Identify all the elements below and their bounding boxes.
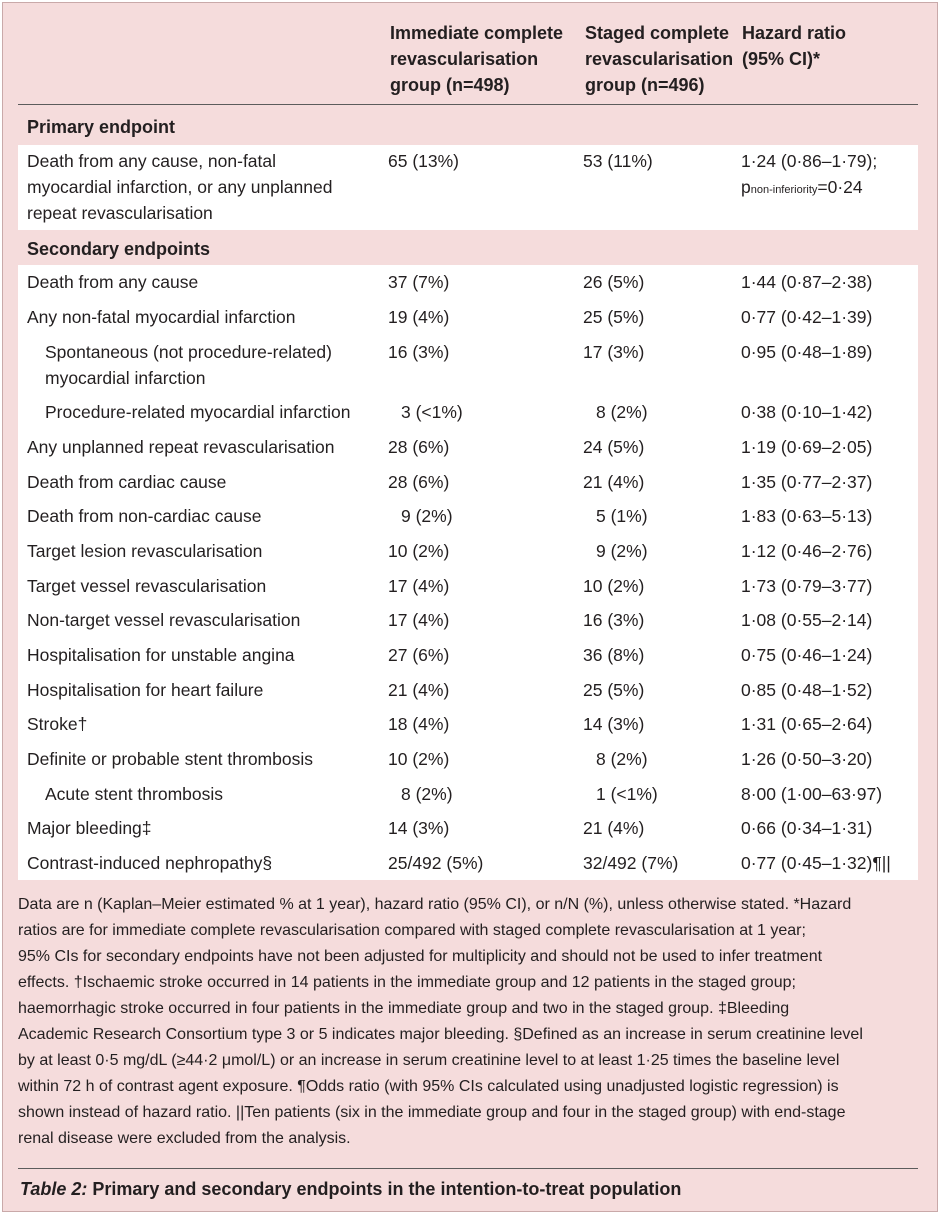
cell-staged: 14 (3%)	[583, 714, 645, 734]
cell-staged: 25 (5%)	[583, 680, 645, 700]
row-label: Hospitalisation for unstable angina	[27, 645, 295, 665]
row-label: Target vessel revascularisation	[27, 576, 267, 596]
cell-staged: 10 (2%)	[583, 576, 645, 596]
primary-row-band	[18, 145, 918, 230]
row-label: Procedure-related myocardial infarction	[45, 402, 351, 422]
row-label: Death from any cause, non-fatal myocardi…	[27, 151, 333, 223]
cell-hazard-ratio: 1·19 (0·69–2·05)	[741, 437, 873, 457]
cell-staged: 26 (5%)	[583, 272, 645, 292]
cell-staged: 8 (2%)	[596, 402, 648, 422]
cell-hazard-ratio: 0·75 (0·46–1·24)	[741, 645, 873, 665]
cell-staged: 25 (5%)	[583, 307, 645, 327]
cell-immediate: 18 (4%)	[388, 714, 450, 734]
cell-immediate: 17 (4%)	[388, 576, 450, 596]
row-label: Death from non-cardiac cause	[27, 506, 262, 526]
cell-staged: 36 (8%)	[583, 645, 645, 665]
table-footnotes: Data are n (Kaplan–Meier estimated % at …	[18, 892, 920, 1152]
row-label: Any non-fatal myocardial infarction	[27, 307, 296, 327]
footnote-line: by at least 0·5 mg/dL (≥44·2 μmol/L) or …	[18, 1052, 840, 1069]
cell-hazard-ratio: 8·00 (1·00–63·97)	[741, 784, 883, 804]
row-label: Non-target vessel revascularisation	[27, 610, 301, 630]
cell-immediate: 65 (13%)	[388, 151, 460, 171]
p-subscript: non-inferiority	[750, 184, 818, 196]
cell-immediate: 14 (3%)	[388, 818, 450, 838]
cell-hazard-ratio: 1·83 (0·63–5·13)	[741, 506, 873, 526]
cell-hazard-ratio: 1·73 (0·79–3·77)	[741, 576, 873, 596]
cell-staged: 8 (2%)	[596, 749, 648, 769]
cell-immediate: 21 (4%)	[388, 680, 450, 700]
caption-text: Primary and secondary endpoints in the i…	[87, 1179, 682, 1199]
table-header: Immediate complete revascularisation gro…	[18, 14, 918, 105]
row-label: Death from cardiac cause	[27, 472, 227, 492]
row-label: Hospitalisation for heart failure	[27, 680, 264, 700]
header-staged-group: Staged complete revascularisation group …	[585, 23, 734, 95]
row-label: Death from any cause	[27, 272, 199, 292]
footnote-line: 95% CIs for secondary endpoints have not…	[18, 948, 823, 965]
cell-hazard-ratio: 1·08 (0·55–2·14)	[741, 610, 873, 630]
cell-hazard-ratio: 0·85 (0·48–1·52)	[741, 680, 873, 700]
footnote-line: shown instead of hazard ratio. ||Ten pat…	[18, 1104, 846, 1121]
cell-immediate: 9 (2%)	[401, 506, 453, 526]
cell-staged: 53 (11%)	[583, 151, 653, 171]
cell-staged: 21 (4%)	[583, 818, 645, 838]
cell-staged: 9 (2%)	[596, 541, 648, 561]
cell-staged: 5 (1%)	[596, 506, 648, 526]
cell-immediate: 17 (4%)	[388, 610, 450, 630]
header-immediate-group: Immediate complete revascularisation gro…	[390, 23, 564, 95]
row-label: Stroke†	[27, 714, 88, 734]
cell-immediate: 19 (4%)	[388, 307, 450, 327]
cell-hazard-ratio: 1·26 (0·50–3·20)	[741, 749, 873, 769]
cell-immediate: 10 (2%)	[388, 541, 450, 561]
row-label: Any unplanned repeat revascularisation	[27, 437, 335, 457]
cell-immediate: 8 (2%)	[401, 784, 453, 804]
header-hazard-ratio: Hazard ratio (95% CI)*	[742, 23, 847, 69]
cell-staged: 24 (5%)	[583, 437, 645, 457]
secondary-rows-band	[18, 265, 918, 880]
cell-hazard-ratio: 0·66 (0·34–1·31)	[741, 818, 873, 838]
row-label: Spontaneous (not procedure-related) myoc…	[45, 342, 332, 388]
cell-immediate: 28 (6%)	[388, 472, 450, 492]
cell-immediate: 16 (3%)	[388, 342, 450, 362]
footnote-line: ratios are for immediate complete revasc…	[18, 922, 806, 939]
row-label: Major bleeding‡	[27, 818, 152, 838]
row-label: Contrast-induced nephropathy§	[27, 853, 273, 873]
cell-hazard-ratio: 1·24 (0·86–1·79); pnon-inferiority=0·24	[741, 151, 878, 197]
footnote-line: within 72 h of contrast agent exposure. …	[18, 1078, 839, 1095]
table-caption: Table 2: Primary and secondary endpoints…	[20, 1176, 681, 1202]
cell-staged: 32/492 (7%)	[583, 853, 679, 873]
cell-hazard-ratio: 1·35 (0·77–2·37)	[741, 472, 873, 492]
row-label: Definite or probable stent thrombosis	[27, 749, 313, 769]
cell-hazard-ratio: 0·77 (0·45–1·32)¶||	[741, 853, 891, 873]
row-label: Acute stent thrombosis	[45, 784, 223, 804]
footnote-line: renal disease were excluded from the ana…	[18, 1130, 351, 1147]
cell-hazard-ratio: 1·31 (0·65–2·64)	[741, 714, 873, 734]
cell-immediate: 10 (2%)	[388, 749, 450, 769]
footnote-line: Data are n (Kaplan–Meier estimated % at …	[18, 896, 852, 913]
footnote-line: Academic Research Consortium type 3 or 5…	[18, 1026, 863, 1043]
cell-staged: 1 (<1%)	[596, 784, 658, 804]
cell-hazard-ratio: 0·38 (0·10–1·42)	[741, 402, 873, 422]
cell-immediate: 25/492 (5%)	[388, 853, 484, 873]
cell-hazard-ratio: 1·12 (0·46–2·76)	[741, 541, 873, 561]
cell-immediate: 37 (7%)	[388, 272, 450, 292]
cell-immediate: 27 (6%)	[388, 645, 450, 665]
caption-divider	[18, 1168, 918, 1169]
cell-staged: 16 (3%)	[583, 610, 645, 630]
footnote-line: haemorrhagic stroke occurred in four pat…	[18, 1000, 790, 1017]
cell-immediate: 28 (6%)	[388, 437, 450, 457]
cell-staged: 17 (3%)	[583, 342, 645, 362]
row-label: Target lesion revascularisation	[27, 541, 263, 561]
cell-hazard-ratio: 1·44 (0·87–2·38)	[741, 272, 873, 292]
cell-immediate: 3 (<1%)	[401, 402, 463, 422]
cell-hazard-ratio: 0·95 (0·48–1·89)	[741, 342, 873, 362]
caption-label: Table 2:	[20, 1179, 88, 1199]
footnote-line: effects. †Ischaemic stroke occurred in 1…	[18, 974, 796, 991]
cell-hazard-ratio: 0·77 (0·42–1·39)	[741, 307, 873, 327]
cell-staged: 21 (4%)	[583, 472, 645, 492]
